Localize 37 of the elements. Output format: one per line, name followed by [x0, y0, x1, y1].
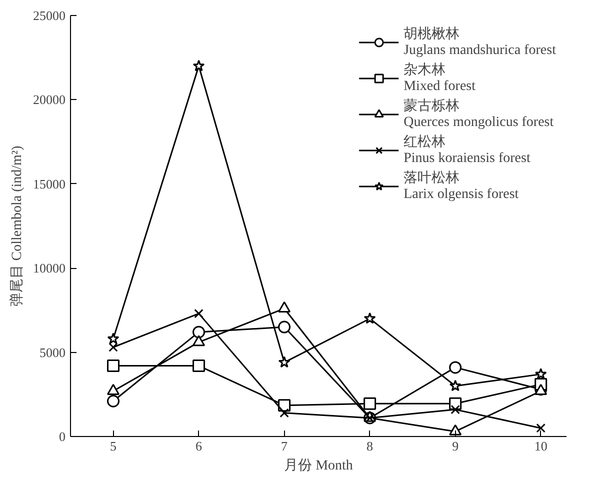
point — [364, 397, 376, 410]
point — [108, 342, 118, 352]
point — [192, 326, 206, 338]
point — [192, 60, 205, 72]
point — [449, 380, 462, 392]
point — [107, 332, 120, 344]
point — [534, 368, 547, 380]
point — [194, 308, 204, 318]
x-tick-label: 10 — [534, 438, 548, 454]
y-tick-label: 25000 — [33, 8, 66, 23]
y-axis-title: 弹尾目 Collembola (ind/m²) — [9, 145, 25, 306]
point — [364, 312, 376, 324]
x-tick-label: 9 — [452, 438, 459, 454]
point — [450, 404, 460, 414]
y-tick-label: 20000 — [33, 92, 66, 108]
point — [278, 356, 290, 368]
legend-label: 胡桃楸林 Juglans mandshurica forest — [404, 26, 556, 59]
x-tick-label: 5 — [110, 438, 117, 454]
legend-label: 落叶松林 Larix olgensis forest — [404, 170, 519, 203]
y-tick-label: 15000 — [33, 176, 66, 192]
point — [107, 360, 120, 372]
x-axis-title: 月份 Month — [284, 458, 353, 474]
legend-label: 蒙古栎林 Querces mongolicus forest — [404, 98, 554, 131]
point — [192, 360, 206, 372]
point — [449, 361, 462, 374]
point — [278, 320, 291, 334]
y-tick-label: 10000 — [33, 260, 66, 276]
x-tick-label: 7 — [281, 438, 288, 454]
x-tick-label: 8 — [366, 438, 374, 454]
y-tick-label: 0 — [59, 429, 66, 444]
x-tick-label: 6 — [196, 438, 203, 454]
legend-label: 杂木林 Mixed forest — [404, 62, 476, 95]
point — [107, 394, 120, 408]
point — [280, 408, 289, 418]
legend-label: 红松林 Pinus koraiensis forest — [404, 134, 530, 167]
y-tick-label: 5000 — [40, 344, 66, 360]
point — [536, 423, 546, 433]
